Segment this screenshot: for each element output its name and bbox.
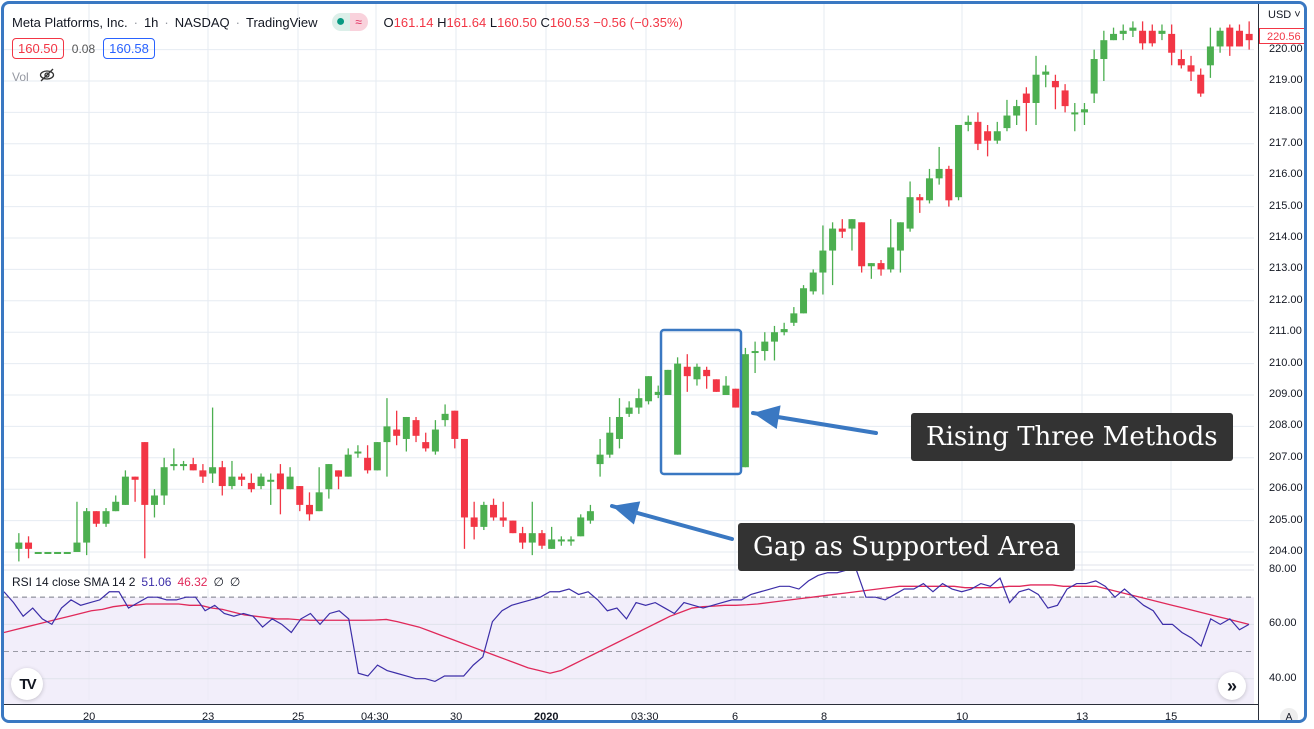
price-tick: 217.00 [1269,136,1303,149]
market-open-dot-icon: ● [331,13,350,31]
symbol-legend: Meta Platforms, Inc. · 1h · NASDAQ · Tra… [12,13,683,31]
symbol-name[interactable]: Meta Platforms, Inc. [12,14,128,30]
rsi-label[interactable]: RSI 14 close SMA 14 2 [12,575,136,589]
price-tick: 204.00 [1269,545,1303,557]
rsi-value: 51.06 [141,575,172,589]
time-tick: 25 [292,711,305,723]
price-tick: 209.00 [1269,388,1303,400]
annotation-rising-three-methods[interactable]: Rising Three Methods [911,413,1233,461]
tradingview-logo-icon[interactable]: TV [11,668,43,700]
price-tick: 207.00 [1269,450,1303,463]
sell-price-button[interactable]: 160.50 [12,38,64,59]
rsi-tick: 60.00 [1269,617,1297,630]
time-axis[interactable]: 20 23 25 04:30 30 2020 03:30 6 8 10 13 15 [4,704,1258,723]
spread: 0.08 [71,41,96,56]
time-tick: 8 [821,711,828,723]
status-pill[interactable]: ● ≈ [331,13,368,31]
price-chart-canvas[interactable] [4,4,1307,723]
rsi-sma-value: 46.32 [177,575,208,589]
price-axis[interactable]: 220.00 219.00 218.00 217.00 216.00 215.00 214.… [1258,4,1304,720]
volume-label: Vol [12,69,29,84]
price-tick: 220.00 [1269,42,1303,55]
price-tick: 205.00 [1269,513,1303,526]
last-price-label: 220.56 [1259,28,1304,44]
chevron-down-icon: ˅ [1294,9,1301,21]
exchange: NASDAQ [174,14,230,30]
price-tick: 219.00 [1269,74,1303,86]
time-tick: 23 [202,711,215,723]
auto-scale-button[interactable]: A [1280,708,1298,720]
price-tick: 208.00 [1269,419,1303,432]
price-tick: 216.00 [1269,168,1303,181]
price-tick: 210.00 [1269,356,1303,369]
price-tick: 213.00 [1269,262,1303,275]
rsi-extra-1: ∅ [213,575,224,589]
time-tick: 2020 [534,711,559,723]
price-tick: 212.00 [1269,293,1303,306]
rsi-legend: RSI 14 close SMA 14 2 51.06 46.32 ∅ ∅ [12,575,241,589]
volume-legend: Vol [12,68,55,85]
time-tick: 13 [1076,711,1089,723]
rsi-tick: 40.00 [1269,671,1297,684]
time-tick: 6 [732,711,739,723]
scroll-to-realtime-button[interactable]: » [1218,672,1246,700]
annotation-gap-support[interactable]: Gap as Supported Area [738,523,1076,571]
time-tick: 20 [83,711,96,723]
price-tick: 215.00 [1269,199,1303,212]
data-source: TradingView [246,14,318,30]
price-tick: 218.00 [1269,105,1303,118]
time-tick: 15 [1165,711,1178,723]
price-tick: 206.00 [1269,482,1303,495]
buy-price-button[interactable]: 160.58 [103,38,155,59]
time-tick: 10 [956,711,969,723]
price-tick: 211.00 [1269,325,1302,338]
time-tick: 30 [450,711,463,723]
rsi-extra-2: ∅ [229,575,241,589]
time-tick: 04:30 [361,711,389,723]
interval[interactable]: 1h [143,14,159,30]
currency-selector[interactable]: USD ˅ [1268,9,1301,21]
ohlc-values: O161.14 H161.64 L160.50 C160.53 −0.56 (−… [383,14,683,30]
rsi-tick: 80.00 [1269,563,1297,575]
eye-off-icon[interactable] [39,68,55,85]
time-tick: 03:30 [631,711,659,723]
data-delay-wave-icon: ≈ [349,13,368,31]
bid-ask: 160.50 0.08 160.58 [12,38,155,59]
price-tick: 214.00 [1269,231,1303,243]
